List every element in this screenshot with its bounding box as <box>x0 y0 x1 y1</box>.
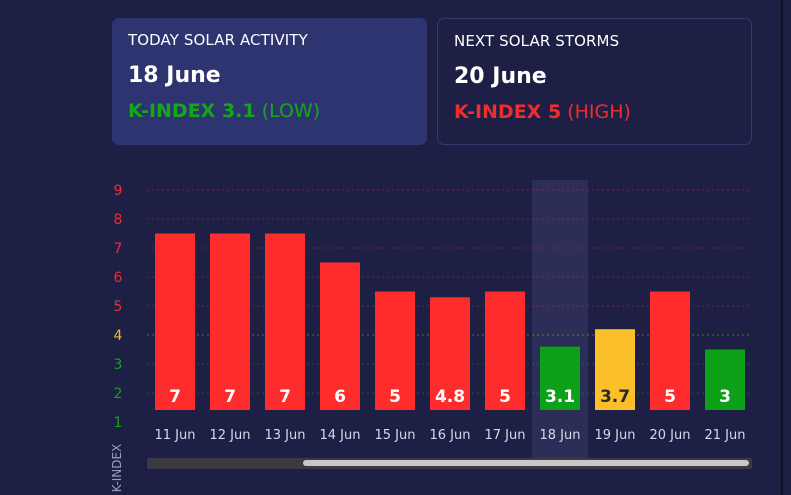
bar <box>705 349 745 410</box>
bar-value-label: 5 <box>664 387 676 407</box>
next-card-kindex: K-INDEX 5 (HIGH) <box>454 101 735 123</box>
y-tick-label: 5 <box>114 299 123 315</box>
bar <box>265 233 305 410</box>
today-card-label: TODAY SOLAR ACTIVITY <box>128 31 308 49</box>
y-tick-label: 9 <box>114 183 123 199</box>
bar <box>650 291 690 410</box>
bar-value-label: 5 <box>499 387 511 407</box>
scrollbar-thumb[interactable] <box>303 460 749 466</box>
highlight-band <box>532 180 588 460</box>
next-card-label: NEXT SOLAR STORMS <box>454 32 620 50</box>
bar-value-label: 6 <box>334 387 346 407</box>
y-tick-label: 4 <box>114 328 123 344</box>
next-solar-storms-card: NEXT SOLAR STORMS 20 June K-INDEX 5 (HIG… <box>437 18 752 145</box>
x-tick-label: 15 Jun <box>375 428 416 443</box>
y-tick-label: 6 <box>114 270 123 286</box>
bar-value-label: 3.1 <box>545 387 575 407</box>
today-kindex-value: K-INDEX 3.1 <box>128 100 256 122</box>
bar <box>210 233 250 410</box>
today-card-kindex: K-INDEX 3.1 (LOW) <box>128 100 411 122</box>
bar <box>595 329 635 410</box>
next-kindex-level: (HIGH) <box>567 101 631 123</box>
y-tick-label: 2 <box>114 386 123 402</box>
bar <box>430 297 470 410</box>
bar-value-label: 7 <box>224 387 236 407</box>
bar <box>155 233 195 410</box>
bar <box>540 346 580 410</box>
y-tick-label: 3 <box>114 357 123 373</box>
y-tick-label: 7 <box>114 241 123 257</box>
today-card-date: 18 June <box>128 63 221 88</box>
x-tick-label: 11 Jun <box>155 428 196 443</box>
x-tick-label: 18 Jun <box>540 428 581 443</box>
bar <box>485 291 525 410</box>
chart-horizontal-scrollbar[interactable] <box>147 458 752 469</box>
bar-value-label: 4.8 <box>435 387 465 407</box>
x-tick-label: 14 Jun <box>320 428 361 443</box>
x-tick-label: 21 Jun <box>705 428 746 443</box>
x-tick-label: 13 Jun <box>265 428 306 443</box>
y-axis-label: K-INDEX <box>110 444 124 493</box>
today-kindex-level: (LOW) <box>261 100 321 122</box>
x-tick-label: 19 Jun <box>595 428 636 443</box>
y-tick-label: 8 <box>114 212 123 228</box>
bar-value-label: 5 <box>389 387 401 407</box>
x-tick-label: 16 Jun <box>430 428 471 443</box>
bar <box>375 291 415 410</box>
x-tick-label: 12 Jun <box>210 428 251 443</box>
bar-value-label: 3 <box>719 387 731 407</box>
x-tick-label: 20 Jun <box>650 428 691 443</box>
today-solar-activity-card: TODAY SOLAR ACTIVITY 18 June K-INDEX 3.1… <box>112 18 427 145</box>
window-edge <box>781 0 783 495</box>
next-card-date: 20 June <box>454 64 547 89</box>
y-tick-label: 1 <box>114 415 123 431</box>
bar <box>320 262 360 410</box>
next-kindex-value: K-INDEX 5 <box>454 101 562 123</box>
x-tick-label: 17 Jun <box>485 428 526 443</box>
bar-value-label: 7 <box>279 387 291 407</box>
bar-value-label: 3.7 <box>600 387 630 407</box>
bar-value-label: 7 <box>169 387 181 407</box>
